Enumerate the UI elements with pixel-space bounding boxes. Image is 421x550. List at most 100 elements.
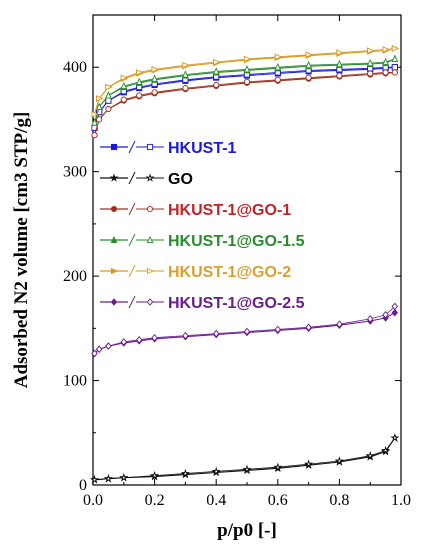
desorption-point [119, 472, 129, 482]
legend-label: GO [168, 171, 193, 188]
legend-label: HKUST-1@GO-2.5 [168, 295, 305, 312]
desorption-point [136, 92, 143, 99]
legend-marker-open [146, 235, 154, 244]
desorption-point [382, 69, 389, 76]
legend-item: HKUST-1@GO-2 [100, 264, 291, 281]
desorption-point [390, 433, 400, 442]
desorption-point [381, 445, 391, 455]
desorption-point [105, 83, 113, 91]
desorption-point [212, 67, 220, 75]
x-tick-label: 0.6 [268, 492, 288, 509]
desorption-point [135, 77, 143, 85]
desorption-point [96, 116, 103, 123]
desorption-point [274, 325, 281, 334]
y-tick-label: 200 [63, 268, 87, 285]
desorption-point [366, 58, 374, 67]
desorption-point [391, 64, 398, 71]
desorption-point [305, 51, 313, 58]
desorption-point [105, 105, 112, 113]
legend-slash [128, 264, 136, 278]
legend-label: HKUST-1@GO-1.5 [168, 233, 305, 250]
desorption-point [95, 345, 103, 354]
desorption-point [213, 329, 220, 338]
legend-marker-open [146, 267, 155, 275]
desorption-point [182, 70, 189, 78]
desorption-point [336, 320, 343, 328]
desorption-point [211, 466, 221, 476]
desorption-point [304, 459, 314, 468]
x-tick-label: 0.4 [206, 492, 226, 509]
legend-marker-filled [110, 298, 118, 306]
desorption-point [96, 95, 104, 102]
desorption-point [182, 61, 190, 69]
desorption-point [150, 470, 160, 480]
desorption-point [367, 47, 375, 54]
desorption-point [391, 302, 399, 311]
desorption-point [105, 97, 112, 104]
legend-item: HKUST-1@GO-1 [100, 202, 291, 219]
y-tick-label: 300 [63, 164, 87, 181]
desorption-point [120, 338, 127, 346]
x-axis-label: p/p0 [-] [217, 520, 277, 541]
desorption-point [382, 46, 390, 53]
desorption-point [334, 456, 344, 465]
desorption-point [243, 65, 251, 73]
x-tick-label: 0.2 [145, 492, 165, 509]
desorption-point [95, 102, 103, 110]
y-tick-label: 100 [63, 373, 87, 390]
legend-slash [128, 171, 136, 185]
legend-marker-open [146, 205, 154, 213]
desorption-point [120, 74, 128, 81]
legend-label: HKUST-1@GO-1 [168, 202, 291, 219]
desorption-point [91, 132, 98, 139]
legend-slash [128, 202, 136, 216]
series-4 [91, 54, 399, 126]
desorption-point [91, 118, 98, 126]
legend-marker-filled [110, 235, 118, 244]
desorption-point [182, 331, 189, 340]
legend-marker-open [145, 173, 155, 182]
desorption-point [305, 60, 312, 69]
desorption-point [382, 57, 389, 66]
desorption-point [336, 49, 344, 56]
desorption-point [213, 58, 221, 66]
legend-item: GO [100, 171, 193, 188]
x-tick-label: 0.8 [329, 492, 349, 509]
legend-item: HKUST-1 [100, 140, 237, 157]
legend-marker-filled [110, 267, 119, 275]
desorption-point [273, 462, 283, 472]
desorption-point [213, 81, 220, 89]
desorption-point [105, 342, 112, 350]
series-3 [91, 69, 398, 139]
desorption-point [136, 69, 144, 76]
y-tick-label: 0 [79, 477, 87, 494]
desorption-point [391, 45, 400, 52]
desorption-point [367, 315, 374, 323]
desorption-point [242, 464, 252, 474]
desorption-point [305, 74, 312, 81]
desorption-point [382, 310, 389, 319]
desorption-point [180, 468, 190, 478]
legend-slash [128, 295, 136, 309]
legend-marker-filled [109, 173, 119, 182]
desorption-point [391, 69, 398, 76]
desorption-point [336, 72, 343, 79]
y-tick-label: 400 [63, 59, 87, 76]
desorption-point [91, 110, 99, 118]
legend-marker-filled [110, 205, 118, 213]
desorption-point [391, 54, 399, 62]
desorption-point [243, 327, 251, 336]
desorption-point [274, 63, 282, 71]
legend-marker-open [146, 143, 154, 151]
legend-marker-filled [110, 143, 118, 151]
desorption-point [136, 336, 143, 344]
desorption-point [91, 349, 98, 358]
desorption-point [151, 74, 158, 82]
desorption-line [94, 306, 396, 354]
series-5 [91, 45, 400, 118]
series-6 [91, 302, 399, 358]
desorption-point [182, 85, 189, 92]
desorption-point [274, 53, 282, 61]
legend-marker-open [146, 298, 154, 306]
